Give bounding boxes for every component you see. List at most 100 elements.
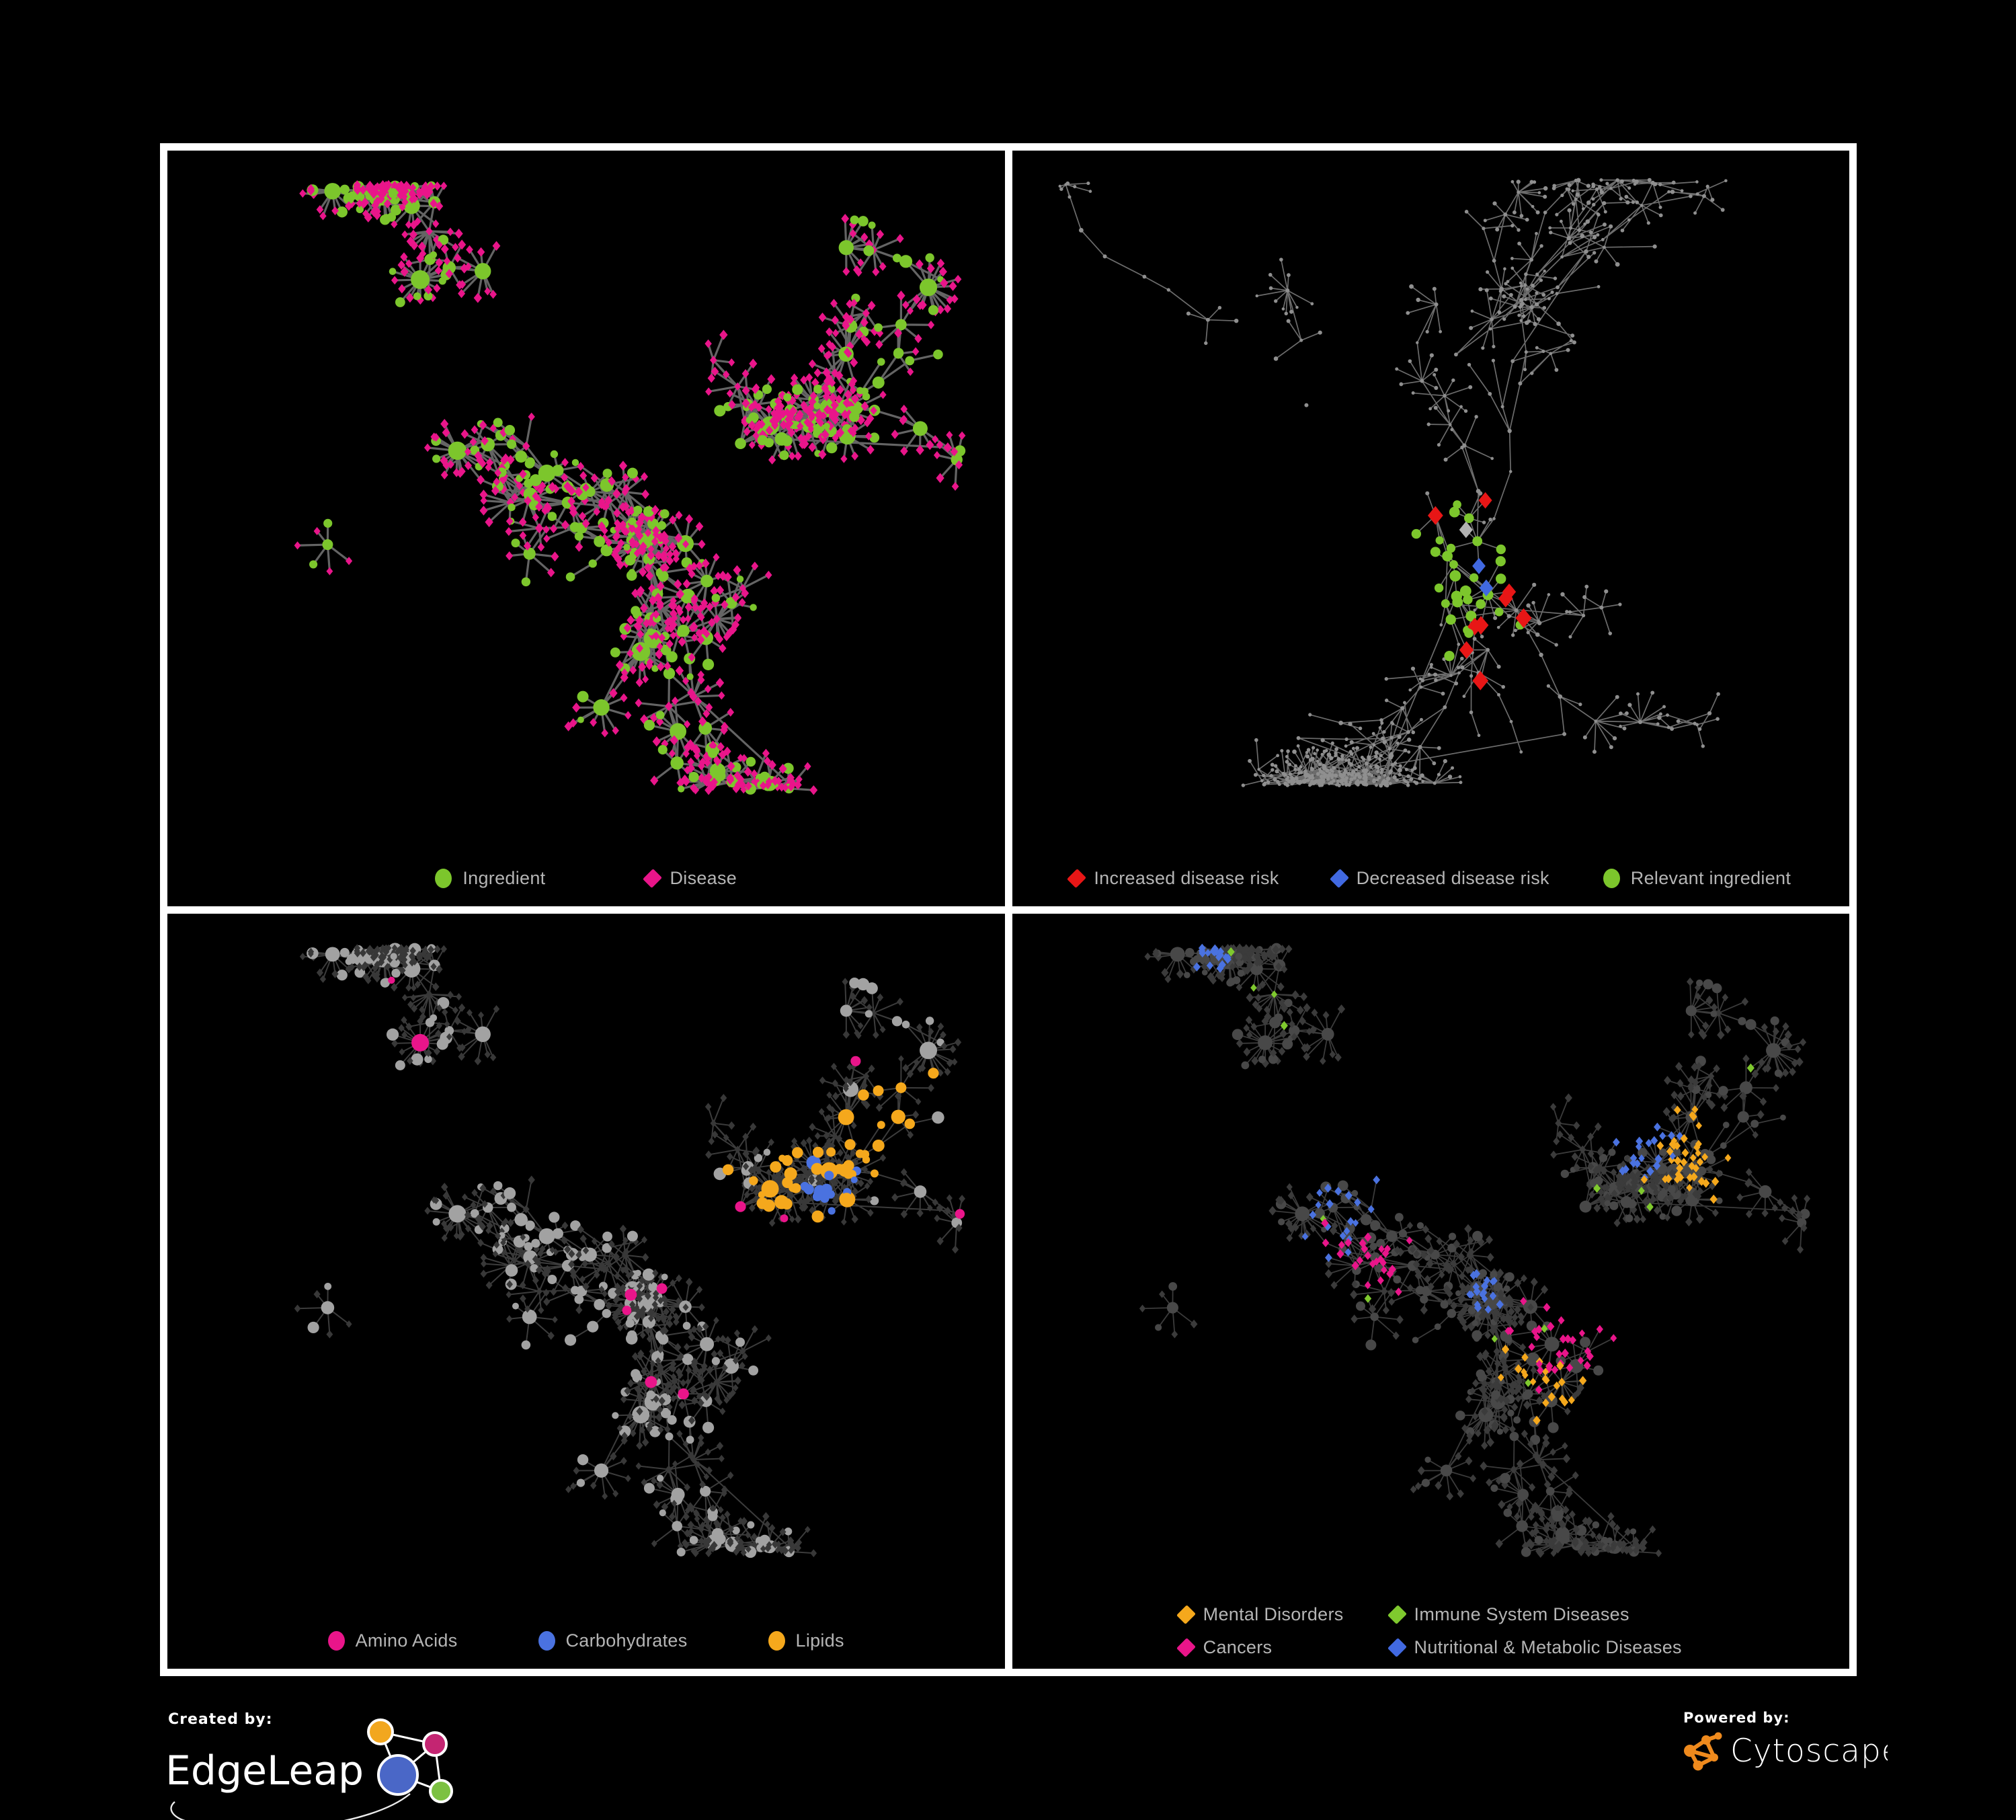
graph-node: [460, 429, 469, 439]
graph-node: [1486, 1437, 1494, 1447]
graph-node: [709, 1504, 717, 1513]
graph-node: [1776, 1197, 1783, 1206]
graph-node: [739, 1543, 745, 1552]
graph-node: [1417, 777, 1422, 781]
graph-node: [1712, 1064, 1720, 1073]
graph-node: [683, 1343, 690, 1351]
graph-node-highlight: [1271, 990, 1277, 998]
graph-node: [1154, 1323, 1162, 1331]
graph-node: [704, 684, 712, 694]
graph-node: [813, 368, 821, 378]
graph-node: [1640, 1215, 1646, 1223]
graph-node: [348, 192, 356, 200]
graph-node: [356, 205, 364, 214]
graph-node: [1387, 1288, 1395, 1297]
created-by-label: Created by:: [168, 1711, 273, 1728]
graph-node: [476, 454, 484, 465]
graph-node: [539, 1244, 546, 1253]
graph-node: [1560, 193, 1564, 198]
graph-node: [1402, 778, 1406, 782]
graph-node-highlight: [1556, 1360, 1564, 1370]
graph-node: [1414, 1270, 1422, 1280]
graph-node: [1261, 773, 1265, 777]
graph-node: [1418, 745, 1422, 750]
graph-node: [1234, 318, 1238, 323]
graph-node: [857, 258, 864, 267]
graph-node: [1527, 1303, 1534, 1311]
graph-node: [1343, 768, 1347, 772]
graph-node: [1432, 372, 1436, 377]
graph-node: [519, 1281, 526, 1289]
graph-node: [564, 1244, 571, 1254]
graph-node: [1653, 1205, 1661, 1215]
graph-node: [481, 1199, 488, 1208]
graph-node: [567, 485, 576, 496]
graph-node: [1357, 764, 1361, 768]
graph-node: [581, 1259, 588, 1267]
graph-node: [1381, 729, 1386, 734]
graph-node: [1320, 781, 1324, 785]
graph-node-highlight: [1459, 641, 1474, 659]
graph-node: [652, 610, 660, 619]
graph-node: [1324, 1269, 1332, 1278]
graph-node: [891, 430, 899, 440]
graph-node: [1394, 1245, 1401, 1254]
graph-node: [1410, 1485, 1416, 1493]
graph-node: [635, 1269, 641, 1276]
graph-node: [1357, 773, 1361, 777]
graph-node: [1535, 210, 1540, 214]
graph-node: [652, 1289, 659, 1298]
graph-node: [594, 1298, 605, 1310]
legend-label: Ingredient: [462, 867, 546, 888]
graph-node: [1478, 491, 1482, 496]
graph-node: [1465, 1394, 1472, 1403]
graph-node: [1245, 1015, 1252, 1024]
graph-node: [1406, 1221, 1413, 1229]
graph-node: [1334, 1052, 1342, 1062]
graph-node: [797, 422, 804, 431]
graph-node: [370, 189, 378, 199]
graph-node: [1607, 631, 1612, 635]
graph-node: [676, 777, 685, 788]
graph-node: [399, 1047, 405, 1056]
graph-node: [477, 475, 485, 485]
legend-diamond-icon: [1176, 1605, 1196, 1624]
graph-node: [627, 615, 635, 625]
graph-node-highlight: [826, 1146, 836, 1156]
graph-node: [1415, 341, 1418, 344]
graph-node: [863, 418, 871, 428]
graph-node: [1388, 769, 1393, 773]
graph-node: [1744, 1179, 1751, 1188]
graph-node: [1506, 1409, 1515, 1417]
graph-node: [576, 1478, 586, 1487]
graph-node: [1344, 781, 1348, 785]
graph-node: [1482, 1392, 1489, 1401]
graph-node: [1246, 960, 1254, 970]
graph-node-highlight: [870, 1169, 879, 1177]
graph-node: [1369, 1242, 1377, 1250]
graph-node: [728, 358, 735, 367]
graph-node: [844, 389, 852, 400]
graph-node: [780, 1183, 787, 1192]
graph-node: [1549, 1102, 1556, 1111]
graph-node: [1480, 346, 1484, 350]
graph-node: [629, 569, 635, 576]
graph-node: [1404, 768, 1408, 772]
graph-node: [1387, 1297, 1395, 1306]
graph-node: [1560, 592, 1565, 597]
graph-node: [740, 785, 748, 794]
graph-node: [436, 964, 443, 974]
graph-node: [395, 297, 405, 307]
graph-node: [939, 267, 947, 277]
graph-node: [520, 1294, 526, 1302]
graph-node: [714, 405, 726, 417]
graph-node: [405, 1022, 413, 1031]
graph-node: [1597, 1193, 1605, 1203]
graph-node: [1421, 1478, 1430, 1487]
graph-node: [906, 1069, 914, 1078]
graph-node: [627, 649, 634, 658]
graph-node-highlight: [1496, 1299, 1504, 1309]
graph-node: [477, 1219, 483, 1226]
graph-node: [634, 1385, 641, 1392]
graph-node: [1315, 748, 1319, 752]
